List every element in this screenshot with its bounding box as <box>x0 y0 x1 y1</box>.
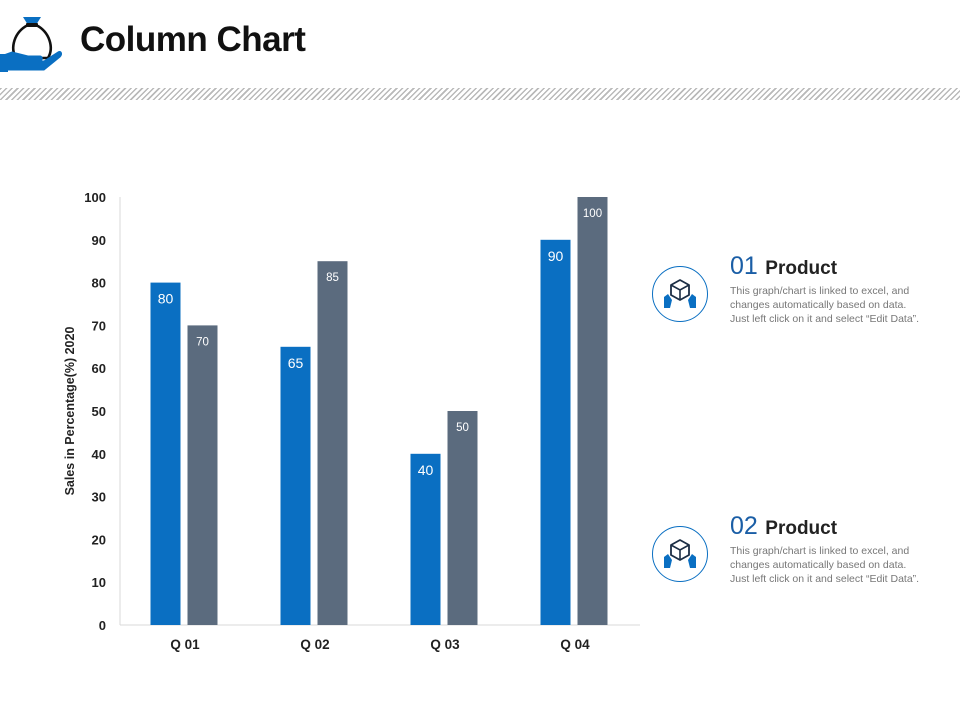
y-tick-label: 20 <box>92 532 106 547</box>
data-label: 80 <box>158 291 174 307</box>
y-tick-label: 60 <box>92 361 106 376</box>
bar-series-1 <box>540 239 571 626</box>
y-axis-title: Sales in Percentage(%) 2020 <box>63 327 77 496</box>
data-label: 85 <box>326 272 339 284</box>
x-tick-label: Q 02 <box>300 637 329 652</box>
x-tick-label: Q 01 <box>170 637 200 652</box>
bar-series-1 <box>150 282 181 625</box>
y-tick-label: 40 <box>92 447 106 462</box>
legend-description: This graph/chart is linked to excel, and… <box>730 545 920 585</box>
bar-series-1 <box>280 346 311 625</box>
y-tick-label: 30 <box>92 490 106 505</box>
legend-label: Product <box>765 518 838 539</box>
y-tick-label: 0 <box>99 618 106 633</box>
page-title: Column Chart <box>80 20 306 59</box>
legend-description: This graph/chart is linked to excel, and… <box>730 285 920 325</box>
y-tick-label: 100 <box>84 190 106 205</box>
data-label: 70 <box>196 336 209 348</box>
bar-series-2 <box>317 261 348 625</box>
x-tick-label: Q 04 <box>560 637 590 652</box>
y-tick-label: 10 <box>92 575 106 590</box>
money-bag-hand-icon <box>0 17 62 72</box>
legend-item-02: 02 Product This graph/chart is linked to… <box>652 512 932 602</box>
x-tick-label: Q 03 <box>430 637 460 652</box>
bar-series-2 <box>447 411 478 625</box>
legend-number: 02 <box>730 512 758 540</box>
y-tick-label: 80 <box>92 276 106 291</box>
hatch-divider <box>0 88 960 100</box>
bar-series-1 <box>410 453 441 625</box>
legend-label: Product <box>765 258 838 279</box>
data-label: 50 <box>456 422 469 434</box>
bar-series-2 <box>187 325 218 625</box>
legend-heading: 02 Product <box>730 512 837 541</box>
bar-series-2 <box>577 197 608 625</box>
data-label: 100 <box>583 208 602 220</box>
product-box-icon <box>652 526 708 582</box>
product-box-icon <box>652 266 708 322</box>
data-label: 40 <box>418 462 434 478</box>
data-label: 90 <box>548 248 564 264</box>
y-tick-label: 90 <box>92 233 106 248</box>
y-tick-label: 70 <box>92 318 106 333</box>
y-tick-label: 50 <box>92 404 106 419</box>
data-label: 65 <box>288 355 304 371</box>
legend-item-01: 01 Product This graph/chart is linked to… <box>652 252 932 342</box>
legend-heading: 01 Product <box>730 252 837 281</box>
legend-number: 01 <box>730 252 758 280</box>
